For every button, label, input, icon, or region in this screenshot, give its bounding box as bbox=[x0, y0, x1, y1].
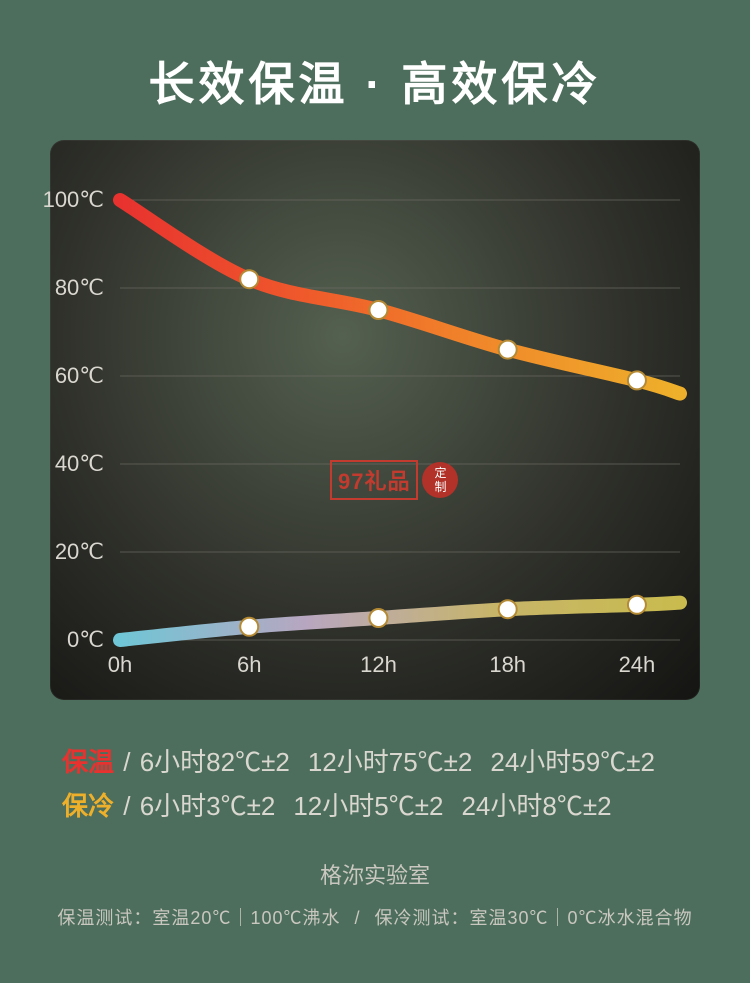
legend: 保温 / 6小时82℃±212小时75℃±224小时59℃±2保冷 / 6小时3… bbox=[62, 740, 702, 828]
footer-cold-label: 保冷测试： bbox=[375, 908, 470, 928]
legend-row: 保冷 / 6小时3℃±212小时5℃±224小时8℃±2 bbox=[62, 784, 702, 828]
legend-value: 24小时8℃±2 bbox=[461, 791, 611, 821]
y-tick-label: 0℃ bbox=[67, 627, 104, 653]
legend-value: 12小时75℃±2 bbox=[308, 747, 473, 777]
watermark: 97礼品 定制 bbox=[330, 460, 458, 500]
x-tick-label: 12h bbox=[360, 652, 397, 678]
legend-key: 保冷 bbox=[62, 791, 114, 821]
footer-lab: 格沵实验室 bbox=[0, 858, 750, 890]
chart-panel: 97礼品 定制 0℃20℃40℃60℃80℃100℃0h6h12h18h24h bbox=[50, 140, 700, 700]
watermark-box: 97礼品 bbox=[330, 460, 418, 500]
footer-hot-cond: 室温20℃｜100℃沸水 bbox=[152, 908, 340, 928]
footer: 格沵实验室 保温测试：室温20℃｜100℃沸水 / 保冷测试：室温30℃｜0℃冰… bbox=[0, 858, 750, 930]
legend-key: 保温 bbox=[62, 747, 114, 777]
y-tick-label: 20℃ bbox=[55, 539, 104, 565]
footer-conditions: 保温测试：室温20℃｜100℃沸水 / 保冷测试：室温30℃｜0℃冰水混合物 bbox=[0, 904, 750, 930]
y-tick-label: 60℃ bbox=[55, 363, 104, 389]
x-tick-label: 6h bbox=[237, 652, 261, 678]
x-tick-label: 0h bbox=[108, 652, 132, 678]
watermark-seal: 定制 bbox=[422, 462, 458, 498]
y-tick-label: 100℃ bbox=[43, 187, 104, 213]
x-tick-label: 24h bbox=[619, 652, 656, 678]
legend-value: 6小时3℃±2 bbox=[140, 791, 276, 821]
series-cold bbox=[120, 603, 680, 640]
y-tick-label: 80℃ bbox=[55, 275, 104, 301]
legend-row: 保温 / 6小时82℃±212小时75℃±224小时59℃±2 bbox=[62, 740, 702, 784]
chart-svg bbox=[50, 140, 700, 700]
page-title: 长效保温 · 高效保冷 bbox=[0, 48, 750, 114]
series-hot bbox=[120, 200, 680, 394]
legend-value: 12小时5℃±2 bbox=[293, 791, 443, 821]
footer-sep: / bbox=[355, 908, 361, 928]
legend-value: 24小时59℃±2 bbox=[490, 747, 655, 777]
footer-cold-cond: 室温30℃｜0℃冰水混合物 bbox=[470, 908, 693, 928]
footer-hot-label: 保温测试： bbox=[57, 908, 152, 928]
legend-value: 6小时82℃±2 bbox=[140, 747, 290, 777]
page: 长效保温 · 高效保冷 97礼品 定制 0℃ 20℃ 40℃ 60℃ 80℃ 100℃ 0h… bbox=[0, 0, 750, 983]
y-tick-label: 40℃ bbox=[55, 451, 104, 477]
x-tick-label: 18h bbox=[489, 652, 526, 678]
